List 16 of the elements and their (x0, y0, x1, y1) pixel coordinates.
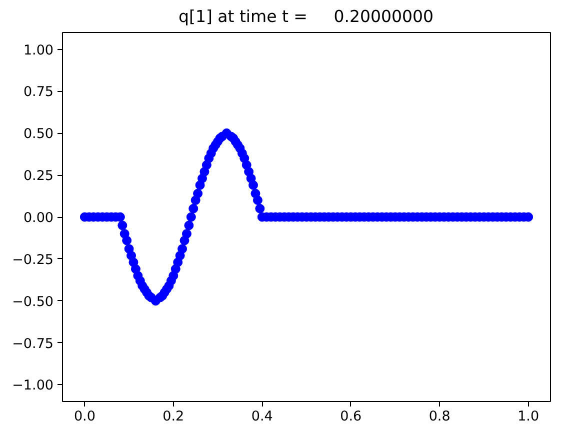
y-tick-label: 0.00 (23, 210, 54, 226)
x-tick-label: 0.6 (340, 408, 362, 424)
y-tick-label: 0.25 (23, 168, 54, 184)
y-tick-label: −0.50 (12, 294, 54, 310)
y-tick-label: −0.25 (12, 252, 54, 268)
x-tick-label: 1.0 (518, 408, 540, 424)
x-tick-label: 0.0 (74, 408, 96, 424)
x-tick-label: 0.2 (162, 408, 184, 424)
chart-title: q[1] at time t = 0.20000000 (178, 6, 434, 28)
x-tick-label: 0.4 (251, 408, 273, 424)
y-tick-label: −0.75 (12, 336, 54, 352)
y-tick-label: −1.00 (12, 378, 54, 394)
x-tick-label: 0.8 (428, 408, 450, 424)
y-tick-label: 0.75 (23, 84, 54, 100)
y-tick-label: 0.50 (23, 126, 54, 142)
y-tick-label: 1.00 (23, 42, 54, 58)
